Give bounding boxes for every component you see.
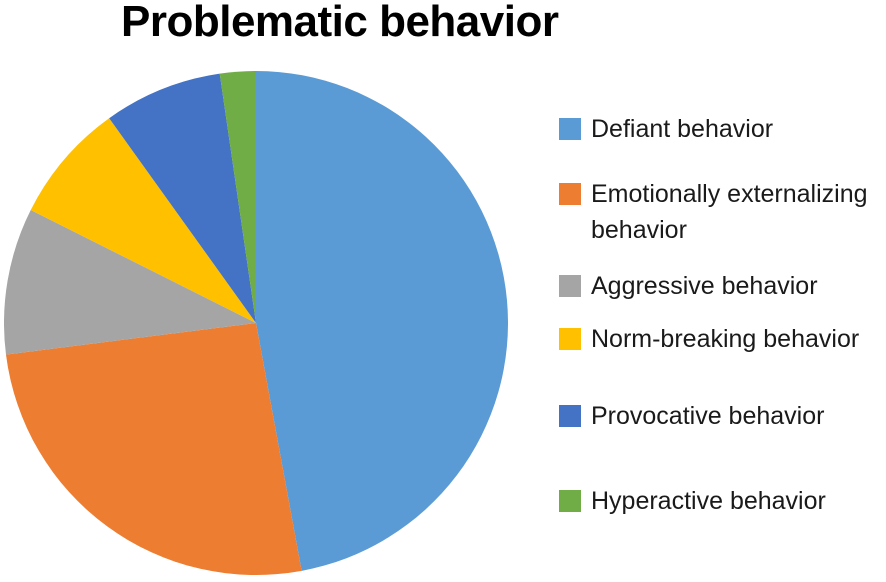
pie-slice-3 (4, 210, 256, 355)
legend-label: Provocative behavior (591, 402, 825, 430)
legend-swatch-icon (559, 275, 581, 297)
legend-label: Hyperactive behavior (591, 487, 826, 515)
legend-label: Aggressive behavior (591, 272, 818, 300)
legend-swatch-icon (559, 328, 581, 350)
legend-label: Norm-breaking behavior (591, 325, 860, 353)
pie-slice-1 (256, 71, 508, 571)
legend-item: Aggressive behavior (559, 268, 886, 304)
pie-slice-2 (5, 323, 302, 575)
legend-swatch-icon (559, 118, 581, 140)
legend-swatch-icon (559, 183, 581, 205)
chart-title: Problematic behavior (121, 0, 559, 46)
legend-label: Defiant behavior (591, 115, 774, 143)
legend-swatch-icon (559, 405, 581, 427)
legend-label: Emotionally externalizing behavior (591, 180, 868, 244)
legend-swatch-icon (559, 490, 581, 512)
pie-chart (4, 71, 508, 575)
pie-slice-4 (30, 118, 256, 323)
legend-item: Emotionally externalizing behavior (559, 176, 886, 248)
legend-item: Provocative behavior (559, 398, 886, 434)
legend-item: Defiant behavior (559, 111, 886, 147)
legend-item: Norm-breaking behavior (559, 321, 886, 357)
legend-item: Hyperactive behavior (559, 483, 886, 519)
pie-slice-6 (219, 71, 256, 323)
pie-slice-5 (109, 73, 256, 323)
